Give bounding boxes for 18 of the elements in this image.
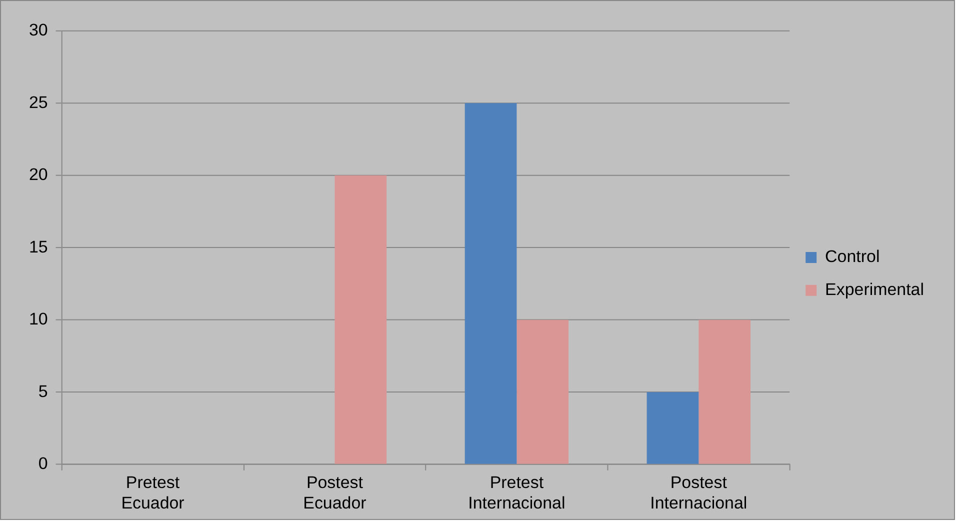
legend-label: Control: [825, 247, 880, 266]
y-tick-label: 10: [28, 310, 48, 329]
y-tick-label: 15: [28, 237, 48, 256]
y-tick-label: 5: [38, 382, 48, 401]
y-tick-label: 30: [28, 20, 48, 40]
bar: [646, 392, 699, 464]
x-tick-label: Pretest Internacional: [468, 473, 566, 513]
bar: [464, 103, 517, 464]
x-tick-label: Pretest Ecuador: [121, 473, 185, 513]
bar: [334, 175, 387, 464]
y-tick-label: 20: [28, 165, 48, 184]
bar: [698, 320, 751, 464]
x-tick-label: Postest Internacional: [650, 473, 748, 513]
x-tick-label: Postest Ecuador: [303, 473, 367, 513]
y-tick-label: 25: [28, 92, 48, 112]
legend-label: Experimental: [825, 280, 924, 300]
y-tick-label: 0: [38, 454, 48, 474]
bar: [516, 320, 569, 464]
